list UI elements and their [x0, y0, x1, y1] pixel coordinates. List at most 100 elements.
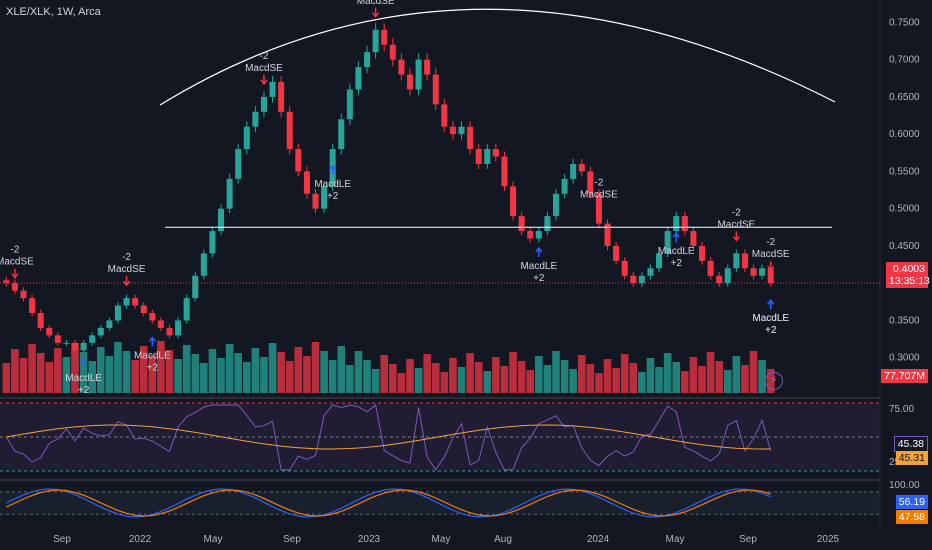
candle-body	[157, 320, 164, 328]
volume-bar	[148, 355, 157, 393]
candle-body	[561, 178, 568, 194]
buy-arrow-icon	[672, 231, 680, 243]
arc-drawing	[159, 8, 836, 106]
chart-title: XLE/XLK, 1W, Arca	[6, 6, 101, 18]
volume-bar	[191, 354, 200, 393]
candle-body	[54, 335, 61, 343]
volume-bar	[311, 342, 320, 393]
volume-bar	[732, 356, 741, 393]
stoch-d-line	[6, 489, 771, 517]
candle-body	[535, 231, 542, 239]
volume-bar	[285, 361, 294, 393]
annotation-label: -2	[10, 245, 19, 256]
candle-body	[681, 216, 688, 232]
volume-bar	[517, 361, 526, 393]
candle-body	[278, 81, 285, 112]
candle-body	[338, 119, 345, 150]
candle-body	[243, 126, 250, 150]
volume-bar	[45, 362, 54, 393]
volume-bar	[655, 367, 663, 393]
candle-body	[346, 89, 353, 120]
candle-body	[604, 223, 611, 246]
candle-body	[664, 231, 671, 254]
volume-bar	[552, 351, 560, 393]
volume-bar	[217, 358, 225, 393]
candle-body	[106, 320, 113, 328]
candle-body	[11, 283, 18, 291]
arc-curve	[159, 8, 836, 106]
candle-body	[295, 149, 302, 172]
candle-body	[638, 275, 645, 284]
signal-annotations: -2MacdSEMacdLE+2-2MacdSEMacdLE+2-2MacdSE…	[0, 0, 790, 396]
volume-bar	[371, 369, 380, 393]
volume-bar	[672, 362, 681, 393]
volume-bar	[389, 364, 397, 393]
candle-body	[570, 163, 577, 179]
volume-bar	[303, 356, 311, 393]
volume-bar	[71, 343, 79, 393]
annotation-label: MacdLE	[752, 313, 789, 324]
volume-bar	[62, 357, 71, 393]
stochastic-pane: 100.00	[0, 479, 920, 518]
sell-arrow-icon	[595, 201, 603, 212]
volume-bar	[19, 358, 28, 393]
x-tick-label: 2025	[817, 534, 840, 545]
volume-bar	[698, 366, 706, 393]
buy-arrow-icon	[535, 246, 543, 258]
candle-body	[441, 104, 448, 127]
volume-bar	[466, 353, 474, 393]
x-tick-label: May	[204, 534, 223, 545]
candle-body	[458, 126, 465, 135]
candle-body	[209, 231, 216, 254]
annotation-label: MacdSE	[108, 264, 146, 275]
candle-body	[656, 253, 663, 269]
annotation-label: -2	[732, 207, 741, 218]
horizontal-level-line	[0, 226, 880, 284]
candle-body	[492, 149, 499, 157]
x-tick-label: Sep	[739, 534, 757, 545]
candle-body	[518, 216, 525, 232]
volume-bar	[560, 360, 569, 393]
sell-arrow-icon	[11, 268, 19, 279]
volume-bar	[586, 364, 595, 393]
volume-bar	[509, 352, 517, 393]
stoch-k-line	[6, 488, 771, 518]
lightning-icon[interactable]: ⚡	[765, 372, 783, 390]
volume-bar	[723, 370, 732, 393]
annotation-label: MacdSE	[752, 249, 790, 260]
stoch-d-badge: 47.58	[895, 510, 928, 524]
volume-bar	[595, 373, 603, 393]
last-price: 0.4003	[892, 263, 925, 275]
volume-bar	[260, 357, 268, 393]
volume-bar	[449, 358, 457, 393]
stoch-tick-label: 100.00	[889, 480, 920, 491]
candle-body	[3, 280, 10, 284]
candle-body	[132, 298, 139, 306]
candle-body	[424, 59, 431, 75]
x-tick-label: May	[432, 534, 451, 545]
volume-bar	[440, 372, 449, 393]
candle-body	[759, 268, 766, 276]
volume-bar	[165, 350, 174, 393]
candle-body	[46, 327, 53, 336]
x-tick-label: 2024	[587, 534, 610, 545]
volume-bar	[500, 366, 509, 393]
candle-body	[235, 149, 242, 179]
time-axis: Sep 2022 May Sep 2023 May Aug 2024 May Sep 2025	[53, 534, 839, 545]
rsi-ma-badge: 45.31	[895, 451, 928, 465]
annotation-label: +2	[78, 385, 90, 396]
candle-body	[707, 260, 714, 276]
bar-countdown: 13:35:13	[889, 275, 930, 287]
sell-arrow-icon	[732, 231, 740, 242]
volume-bar	[2, 363, 11, 393]
volume-bar	[569, 369, 577, 393]
candle-body	[544, 216, 551, 232]
rsi-tick-label: 75.00	[889, 404, 914, 415]
buy-arrow-icon	[148, 336, 156, 347]
stoch-band	[0, 492, 880, 514]
rsi-pane: 75.0025.00	[0, 402, 914, 472]
annotation-label: -2	[260, 51, 269, 62]
y-tick-label: 0.4500	[889, 241, 920, 252]
annotation-label: +2	[327, 191, 339, 202]
